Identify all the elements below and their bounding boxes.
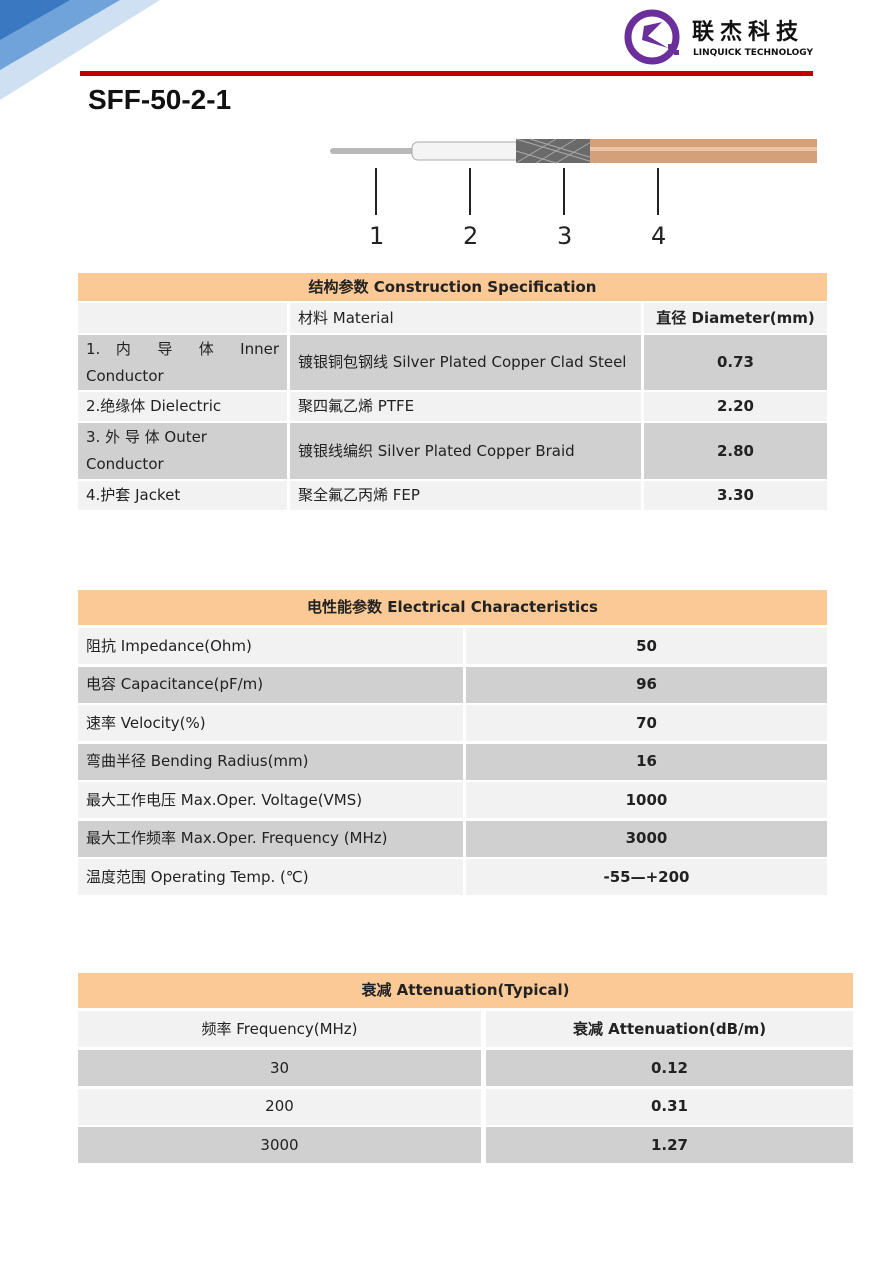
part-cell: 2.绝缘体 Dielectric [78, 392, 287, 421]
material-cell: 镀银铜包钢线 Silver Plated Copper Clad Steel [290, 335, 641, 390]
parameter-label: 温度范围 Operating Temp. (℃) [78, 859, 463, 895]
parameter-value: -55—+200 [466, 859, 827, 895]
column-header: 直径 Diameter(mm) [644, 303, 827, 333]
diagram-label: 1 [369, 222, 385, 250]
logo-icon [624, 9, 680, 65]
parameter-label: 最大工作频率 Max.Oper. Frequency (MHz) [78, 820, 463, 857]
diameter-cell: 2.20 [644, 392, 827, 421]
parameter-value: 70 [466, 705, 827, 741]
brand-logo: 联杰科技 LINQUICK TECHNOLOGY [624, 8, 814, 66]
header-rule [80, 71, 813, 76]
diagram-label: 4 [651, 222, 667, 250]
parameter-value: 16 [466, 743, 827, 780]
material-cell: 镀银线编织 Silver Plated Copper Braid [290, 423, 641, 479]
parameter-label: 速率 Velocity(%) [78, 705, 463, 741]
part-cell: 3. 外 导 体 Outer Conductor [78, 423, 287, 479]
parameter-label: 弯曲半径 Bending Radius(mm) [78, 743, 463, 780]
frequency-cell: 200 [78, 1088, 481, 1125]
parameter-value: 96 [466, 666, 827, 703]
parameter-value: 50 [466, 628, 827, 664]
part-cell: 4.护套 Jacket [78, 481, 287, 510]
brand-name-cn: 联杰科技 [692, 20, 805, 45]
column-header [78, 303, 287, 333]
column-header: 材料 Material [290, 303, 641, 333]
diameter-cell: 3.30 [644, 481, 827, 510]
table-title: 电性能参数 Electrical Characteristics [78, 590, 827, 625]
material-cell: 聚全氟乙丙烯 FEP [290, 481, 641, 510]
part-cell: 1. 内 导 体 Inner Conductor [78, 335, 287, 390]
parameter-label: 阻抗 Impedance(Ohm) [78, 628, 463, 664]
parameter-label: 最大工作电压 Max.Oper. Voltage(VMS) [78, 782, 463, 818]
corner-decoration [0, 0, 160, 100]
parameter-label: 电容 Capacitance(pF/m) [78, 666, 463, 703]
attenuation-cell: 0.31 [486, 1088, 853, 1125]
table-title: 结构参数 Construction Specification [78, 273, 827, 301]
page-title: SFF-50-2-1 [88, 84, 232, 115]
table-title: 衰减 Attenuation(Typical) [78, 973, 853, 1008]
parameter-value: 3000 [466, 820, 827, 857]
column-header: 衰减 Attenuation(dB/m) [486, 1011, 853, 1047]
column-header: 频率 Frequency(MHz) [78, 1011, 481, 1047]
attenuation-cell: 1.27 [486, 1127, 853, 1163]
diagram-label: 3 [557, 222, 573, 250]
brand-name-en: LINQUICK TECHNOLOGY [693, 48, 814, 58]
diagram-label: 2 [463, 222, 479, 250]
diameter-cell: 0.73 [644, 335, 827, 390]
parameter-value: 1000 [466, 782, 827, 818]
frequency-cell: 30 [78, 1050, 481, 1086]
material-cell: 聚四氟乙烯 PTFE [290, 392, 641, 421]
cable-diagram [330, 138, 817, 215]
diameter-cell: 2.80 [644, 423, 827, 479]
attenuation-cell: 0.12 [486, 1050, 853, 1086]
frequency-cell: 3000 [78, 1127, 481, 1163]
